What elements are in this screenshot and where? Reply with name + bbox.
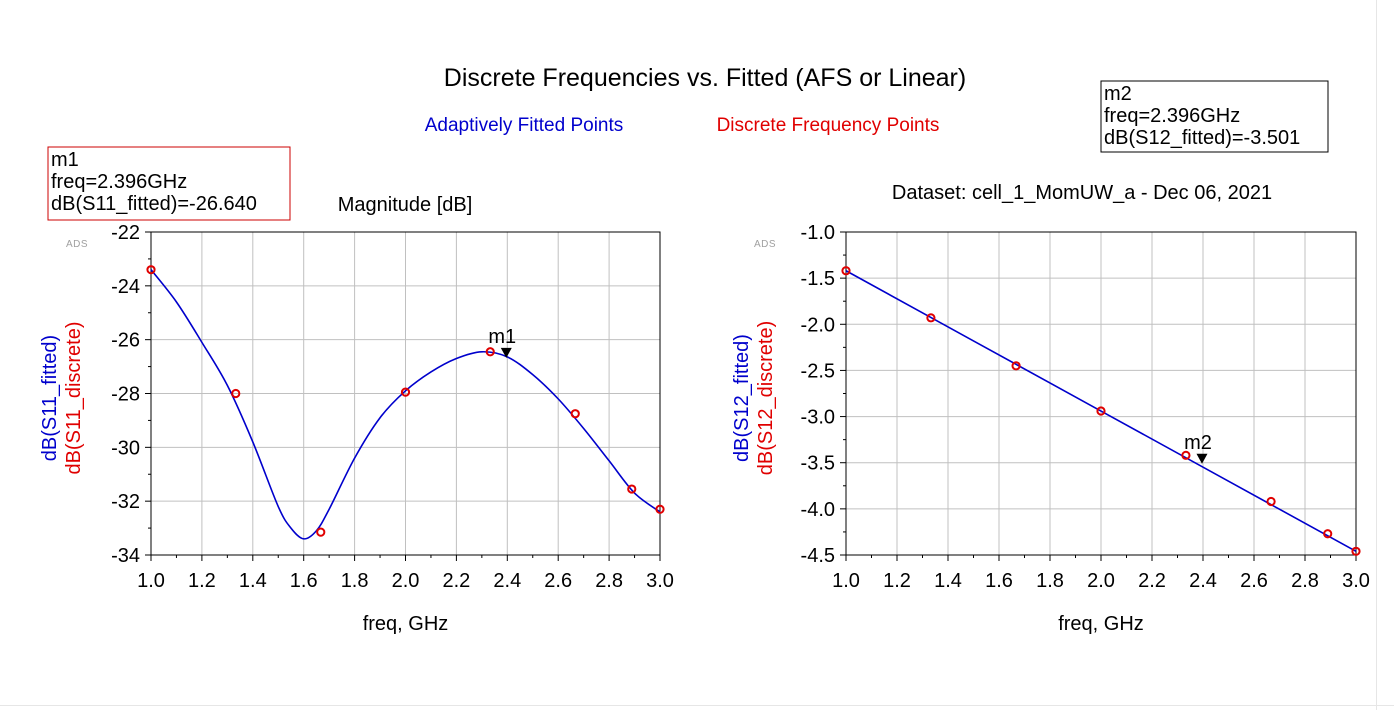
x-axis-label: freq, GHz [363,613,449,635]
y-axis-label-fitted: dB(S12_fitted) [731,334,753,462]
y-tick-label: -1.5 [801,268,835,290]
discrete-point [655,504,665,514]
s11-plot[interactable]: 1.0 1.2 1.4 1.6 1.8 2.0 2.2 2.4 2.6 2.8 3.0 -22 -24 -… [39,146,674,635]
x-tick-label: 2.8 [595,570,623,592]
discrete-point [231,388,241,399]
discrete-point [485,347,495,357]
y-tick-label: -34 [111,545,140,567]
x-tick-label: 1.2 [188,570,216,592]
x-tick-label: 1.8 [341,570,369,592]
x-tick-label: 2.4 [1189,570,1217,592]
page-title: Discrete Frequencies vs. Fitted (AFS or … [444,64,966,92]
marker-m1-readout-box[interactable] [47,146,291,221]
y-tick-label: -32 [111,491,140,513]
y-tick-label: -3.5 [801,453,835,475]
x-tick-label: 2.6 [1240,570,1268,592]
x-tick-label: 2.2 [1138,570,1166,592]
y-axis-label-discrete: dB(S11_discrete) [63,321,85,474]
discrete-point [1181,450,1191,460]
x-tick-label: 2.4 [493,570,521,592]
marker-readout-line: freq=2.396GHz [51,171,187,193]
y-tick-label: -3.0 [801,407,835,429]
discrete-point [1323,529,1333,539]
discrete-point [570,409,580,419]
marker-m1-label: m1 [488,326,516,348]
marker-m2-triangle[interactable] [1196,453,1208,464]
x-tick-label: 1.2 [883,570,911,592]
x-tick-label: 3.0 [646,570,674,592]
x-tick-label: 2.2 [442,570,470,592]
x-tick-label: 1.0 [832,570,860,592]
x-tick-label: 1.4 [239,570,267,592]
ads-watermark: ADS [66,239,88,250]
x-tick-label: 1.6 [985,570,1013,592]
marker-m2-label: m2 [1184,432,1212,454]
marker-readout-line: dB(S12_fitted)=-3.501 [1104,127,1300,149]
y-tick-label: -30 [111,437,140,459]
x-tick-label: 1.6 [290,570,318,592]
y-tick-label: -4.0 [801,499,835,521]
x-tick-label: 1.4 [934,570,962,592]
s12-plot[interactable]: 1.0 1.2 1.4 1.6 1.8 2.0 2.2 2.4 2.6 2.8 3.0 -1.0 -1.… [731,80,1370,635]
y-axis-label-discrete: dB(S12_discrete) [755,321,777,476]
x-axis-label: freq, GHz [1058,613,1144,635]
plot-frame [150,231,661,556]
bottom-window-edge [0,705,1394,706]
legend-discrete-label: Discrete Frequency Points [717,115,940,136]
discrete-point [1266,496,1276,507]
y-tick-label: -2.5 [801,360,835,382]
marker-readout-line: m2 [1104,83,1132,105]
discrete-point [841,266,851,276]
x-tick-label: 2.8 [1291,570,1319,592]
x-tick-label: 1.8 [1036,570,1064,592]
marker-readout-line: dB(S11_fitted)=-26.640 [51,193,257,215]
legend-fitted-label: Adaptively Fitted Points [425,115,624,136]
discrete-point [1011,361,1021,371]
y-tick-label: -24 [111,276,140,298]
discrete-point [1096,406,1106,416]
y-tick-label: -26 [111,330,140,352]
marker-readout-line: freq=2.396GHz [1104,105,1240,127]
discrete-point [627,484,637,494]
y-tick-label: -2.0 [801,314,835,336]
plot-title: Magnitude [dB] [338,194,473,216]
ads-watermark: ADS [754,239,776,250]
discrete-point [146,265,156,275]
y-tick-label: -1.0 [801,222,835,244]
discrete-point [926,313,936,323]
y-axis-label-fitted: dB(S11_fitted) [39,335,61,461]
fitted-series-line [150,269,661,540]
x-tick-label: 2.0 [392,570,420,592]
y-tick-label: -22 [111,222,140,244]
x-tick-label: 2.6 [544,570,572,592]
x-tick-label: 2.0 [1087,570,1115,592]
discrete-point [316,527,326,537]
y-tick-label: -28 [111,384,140,406]
y-tick-label: -4.5 [801,545,835,567]
marker-readout-line: m1 [51,149,79,171]
plot-title: Dataset: cell_1_MomUW_a - Dec 06, 2021 [892,182,1272,204]
x-tick-label: 3.0 [1342,570,1370,592]
discrete-point [1351,546,1361,556]
marker-m1-triangle[interactable] [500,347,512,358]
x-tick-label: 1.0 [137,570,165,592]
discrete-point [400,387,411,397]
plot-frame [845,231,1357,556]
right-window-edge [1376,0,1377,710]
marker-m2-readout-box[interactable] [1100,80,1329,153]
